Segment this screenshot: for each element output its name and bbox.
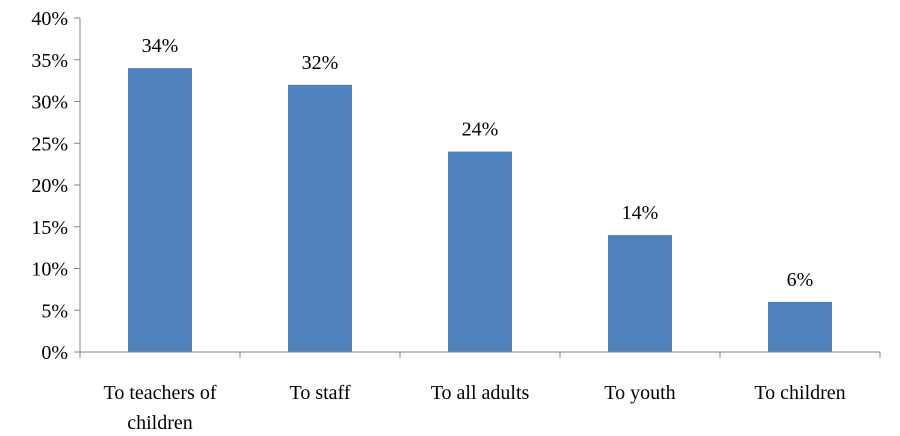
y-tick-label: 20% <box>31 175 68 197</box>
data-labels: 34% 32% 24% 14% 6% <box>142 35 814 291</box>
bar <box>128 68 192 352</box>
category-label: children <box>127 412 193 434</box>
y-tick-label: 0% <box>41 342 68 364</box>
y-tick-label: 15% <box>31 217 68 239</box>
data-label: 24% <box>462 119 499 141</box>
category-label: To children <box>754 382 845 404</box>
data-label: 14% <box>622 202 659 224</box>
category-label: To youth <box>604 382 675 404</box>
y-tick-label: 10% <box>31 259 68 281</box>
y-tick-label: 35% <box>31 50 68 72</box>
bar <box>288 84 352 353</box>
data-label: 32% <box>302 52 339 74</box>
x-axis: To teachers of children To staff To all adu… <box>79 351 881 434</box>
y-tick-label: 25% <box>31 133 68 155</box>
category-label: To staff <box>290 382 351 404</box>
bars <box>128 68 832 353</box>
y-tick-label: 40% <box>31 8 68 30</box>
bar <box>768 301 832 352</box>
bar <box>608 235 672 352</box>
category-label: To teachers of <box>104 382 217 404</box>
category-label: To all adults <box>431 382 530 404</box>
data-label: 6% <box>787 269 814 291</box>
bar <box>448 151 512 352</box>
y-tick-label: 30% <box>31 92 68 114</box>
y-axis: 0% 5% 10% 15% 20% 25% 30% 35% 40% <box>31 8 81 364</box>
y-tick-label: 5% <box>41 300 68 322</box>
data-label: 34% <box>142 35 179 57</box>
